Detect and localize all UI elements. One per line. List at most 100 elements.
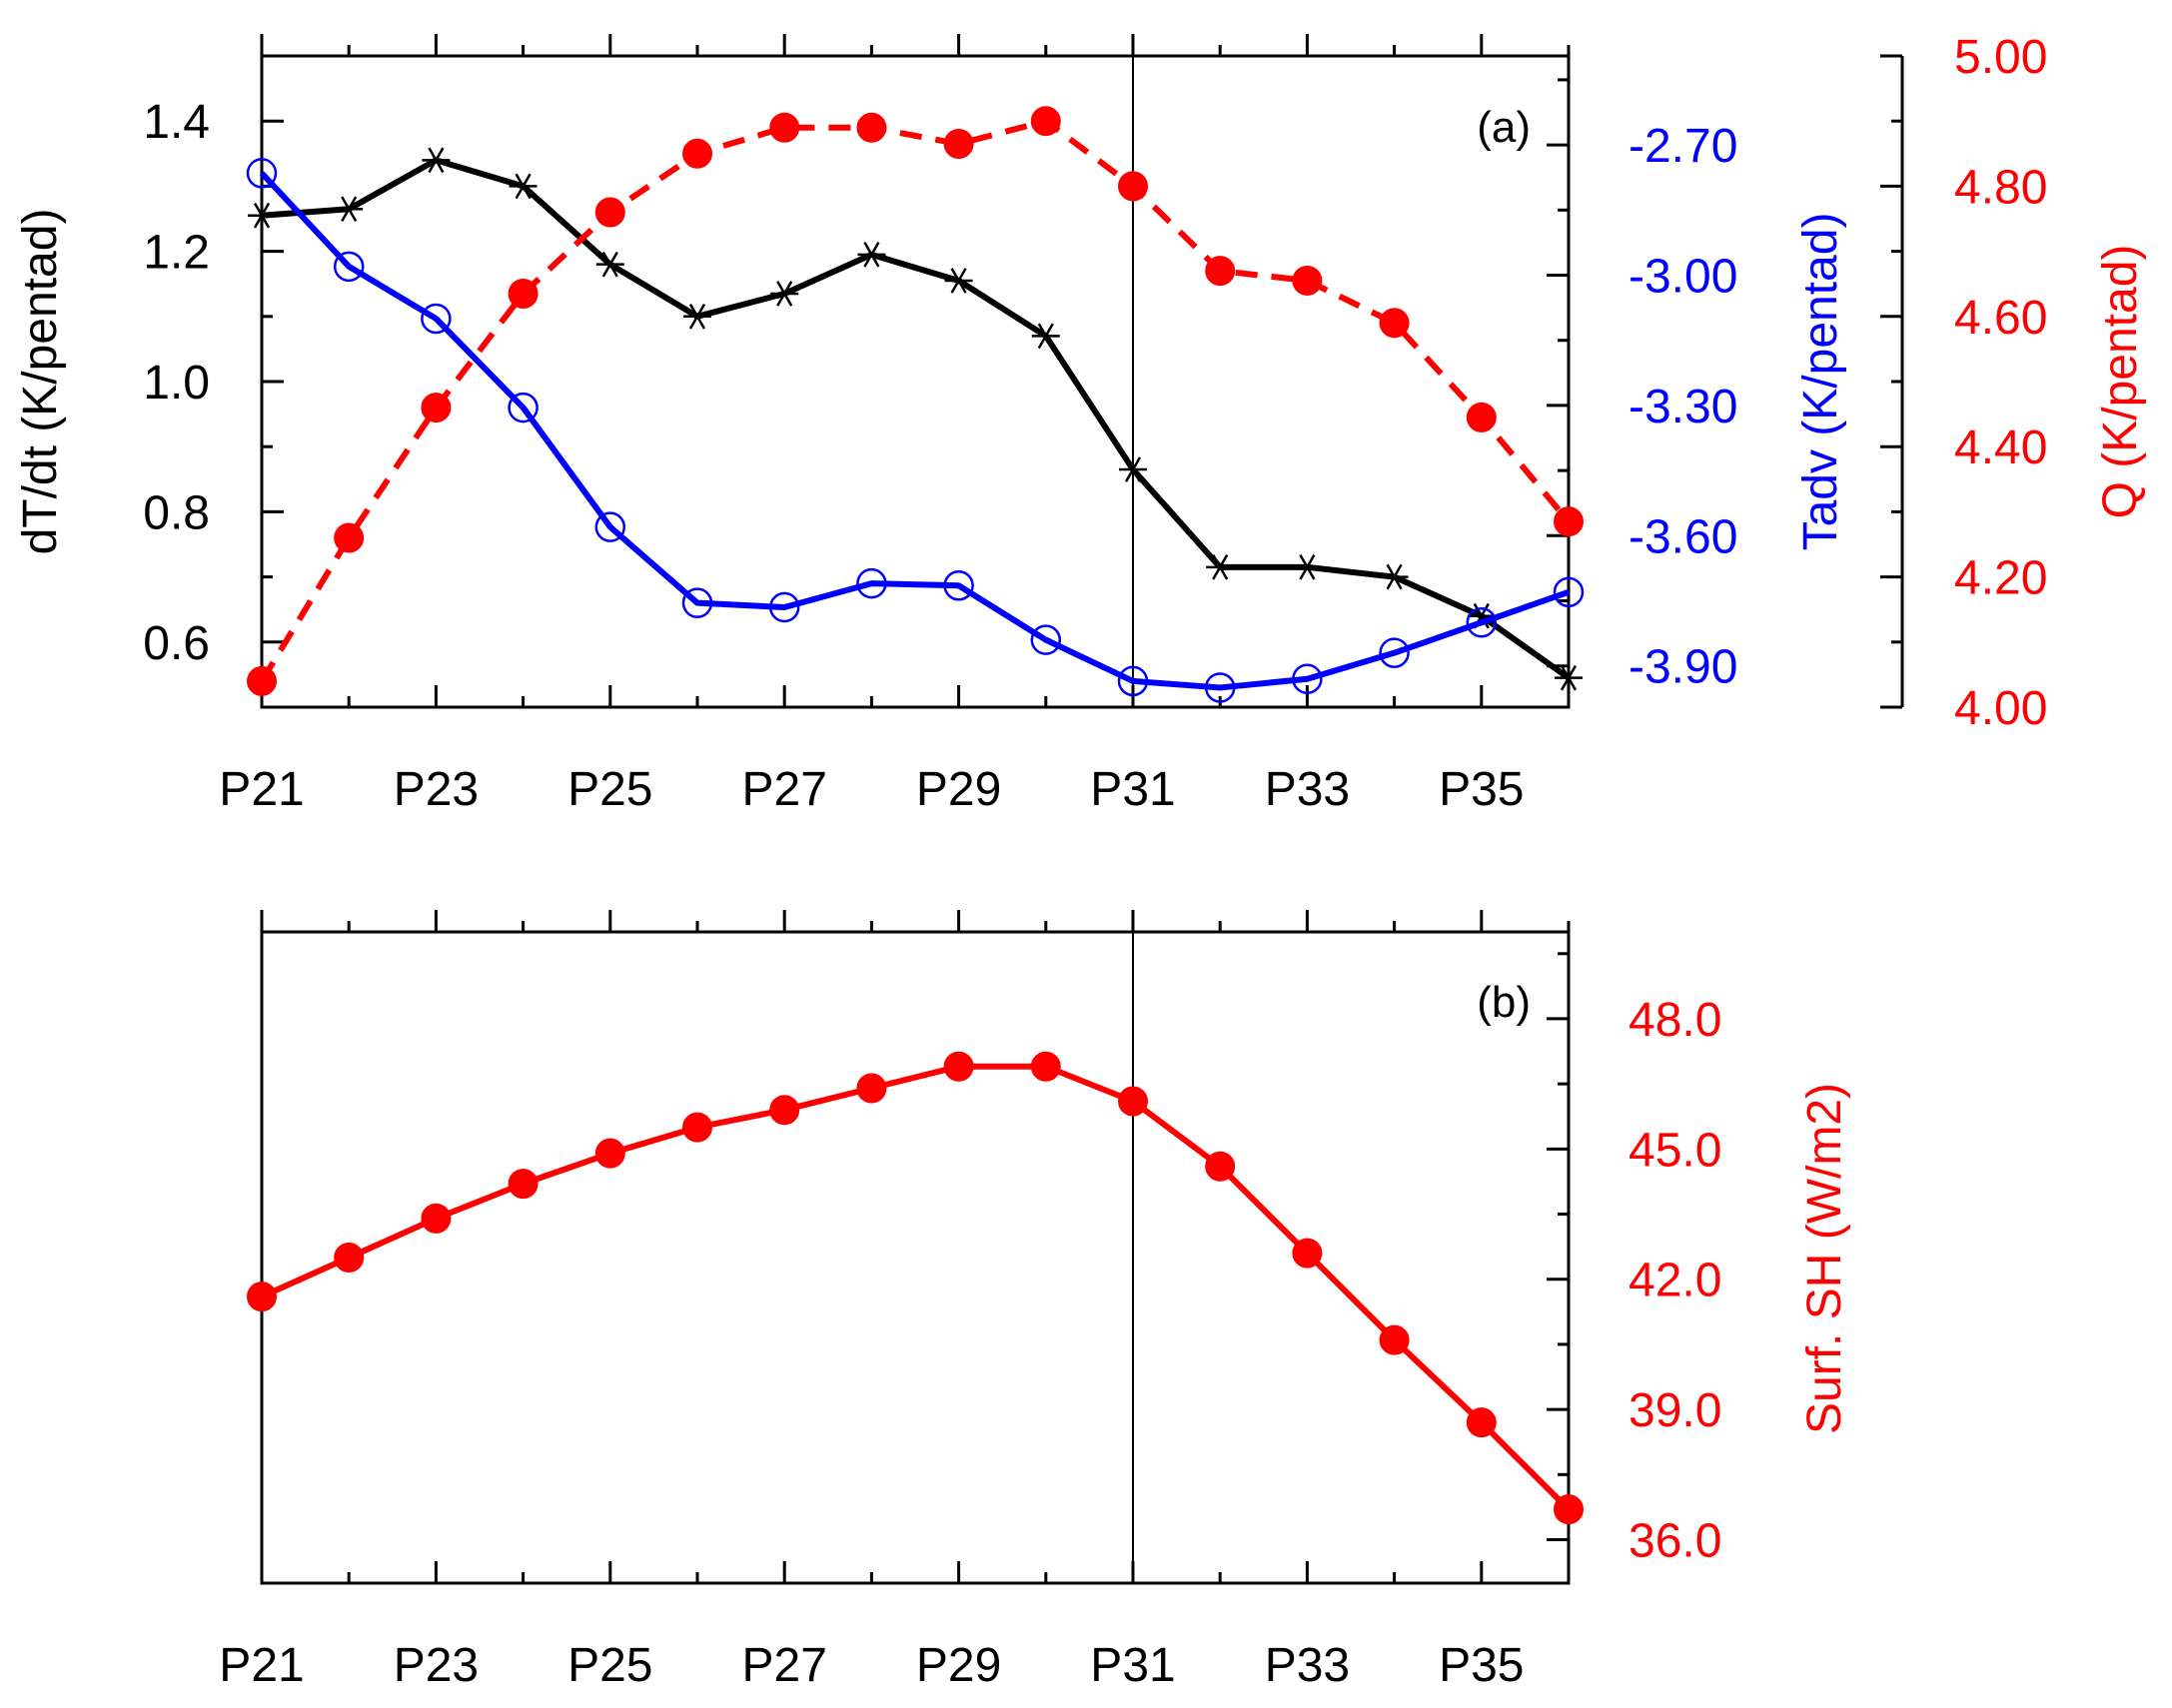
- series-dt-dt-point-p30-stroke-2: [1037, 323, 1054, 350]
- series-dt-dt-point-p32-stroke-2: [1212, 554, 1229, 580]
- series-q-point-p28: [856, 112, 887, 143]
- series-surf-sh-point-p28: [856, 1073, 887, 1104]
- series-q-point-p23: [421, 393, 452, 424]
- panel-a: P21 P23 P25 P27 P29 P31 P33 P35 0.6 0.8 1.0 1.2 1.4 -…: [14, 31, 2147, 816]
- y-tick-label-right-inner-3-30: -3.30: [1629, 381, 1737, 433]
- panel-b-label: (b): [1477, 978, 1531, 1027]
- series-q-point-p27: [769, 112, 800, 143]
- series-q-point-p35: [1466, 402, 1497, 432]
- series-q-point-p26: [682, 138, 712, 169]
- series-dt-dt-point-p34: [1380, 563, 1409, 590]
- series-dt-dt-point-p23: [422, 147, 451, 174]
- series-surf-sh-point-p32: [1205, 1151, 1236, 1182]
- series-q-point-p34: [1379, 308, 1410, 339]
- y-tick-label-right-outer-4-60: 4.60: [1954, 292, 2047, 345]
- series-dt-dt-point-p21-stroke-2: [253, 202, 271, 229]
- series-dt-dt-point-p21: [248, 202, 276, 229]
- y-tick-label-right-45-0: 45.0: [1629, 1124, 1721, 1177]
- series-q-point-p36: [1554, 506, 1584, 537]
- x-tick-label-p29: P29: [916, 1639, 1001, 1692]
- series-surf-sh-point-p35: [1466, 1407, 1497, 1438]
- series-dt-dt-point-p31-stroke-2: [1124, 456, 1142, 482]
- panel-a-series: [246, 106, 1585, 703]
- series-surf-sh-point-p34: [1379, 1324, 1410, 1355]
- panel-b-plot-frame: [260, 930, 1571, 1585]
- series-q-line: [259, 118, 1572, 683]
- series-surf-sh-point-p30: [1030, 1051, 1061, 1082]
- y-tick-label-right-outer-4-40: 4.40: [1954, 422, 2047, 474]
- x-tick-label-p23: P23: [394, 1639, 479, 1692]
- x-tick-label-p33: P33: [1265, 763, 1350, 816]
- y-tick-label-right-36-0: 36.0: [1629, 1515, 1721, 1568]
- series-dt-dt-point-p31: [1119, 456, 1147, 482]
- series-dt-dt-line: [261, 157, 1571, 681]
- series-dt-dt-point-p26-stroke-2: [688, 303, 706, 330]
- panel-a-label: (a): [1477, 103, 1531, 152]
- series-dt-dt-point-p23-stroke-2: [428, 147, 445, 174]
- series-dt-dt-point-p36: [1555, 664, 1583, 691]
- series-dt-dt-point-p28-stroke-2: [863, 242, 880, 268]
- series-tadv-point-p23: [421, 303, 452, 335]
- x-tick-label-p25: P25: [567, 1639, 652, 1692]
- y-tick-label-right-inner-2-70: -2.70: [1629, 120, 1737, 173]
- series-q-point-p30: [1030, 106, 1061, 137]
- series-surf-sh-point-p22: [334, 1243, 365, 1273]
- x-tick-label-p23: P23: [394, 763, 479, 816]
- series-tadv-point-p24: [508, 392, 539, 424]
- y-tick-label-right-42-0: 42.0: [1629, 1255, 1721, 1307]
- x-tick-label-p21: P21: [219, 763, 304, 816]
- series-dt-dt-point-p34-stroke-2: [1386, 563, 1403, 590]
- series-dt-dt-point-p27-stroke-2: [776, 281, 793, 307]
- y-tick-label-right-inner-3-00: -3.00: [1629, 251, 1737, 304]
- series-tadv-point-p31: [1117, 665, 1149, 697]
- series-q-point-p21: [247, 665, 277, 696]
- series-dt-dt-point-p33-stroke-2: [1299, 554, 1316, 580]
- series-surf-sh-line: [260, 1063, 1572, 1512]
- x-tick-label-p29: P29: [916, 763, 1001, 816]
- series-dt-dt-point-p32: [1206, 554, 1235, 580]
- series-tadv-point-p36: [1553, 576, 1585, 608]
- series-dt-dt-point-p28: [857, 242, 886, 268]
- x-tick-label-p21: P21: [219, 1639, 304, 1692]
- series-dt-dt-point-p29: [944, 268, 973, 294]
- y-tick-label-right-outer-5-00: 5.00: [1954, 31, 2047, 84]
- series-surf-sh-point-p29: [943, 1051, 974, 1082]
- series-surf-sh-point-p25: [594, 1138, 625, 1169]
- series-dt-dt-point-p27: [770, 281, 799, 307]
- series-dt-dt-point-p24: [509, 173, 538, 200]
- series-tadv-line: [259, 171, 1570, 691]
- panel-a-ticks: P21 P23 P25 P27 P29 P31 P33 P35 0.6 0.8 1.0 1.2 1.4 -…: [143, 31, 2047, 816]
- x-tick-label-p27: P27: [741, 1639, 826, 1692]
- y-tick-label-left-0-6: 0.6: [143, 617, 210, 670]
- series-tadv-point-p22: [333, 251, 365, 283]
- series-tadv-point-p21: [246, 158, 278, 189]
- x-tick-label-p31: P31: [1090, 1639, 1175, 1692]
- y-tick-label-right-39-0: 39.0: [1629, 1384, 1721, 1437]
- series-surf-sh-point-p27: [769, 1095, 800, 1126]
- series-surf-sh-point-p26: [682, 1112, 712, 1143]
- series-surf-sh-point-p24: [508, 1169, 539, 1200]
- series-surf-sh-point-p36: [1554, 1494, 1584, 1525]
- series-dt-dt-point-p33: [1293, 554, 1322, 580]
- x-tick-label-p31: P31: [1090, 763, 1175, 816]
- series-tadv-point-p35: [1466, 606, 1498, 638]
- series-dt-dt-point-p22-stroke-2: [341, 196, 358, 223]
- x-tick-label-p33: P33: [1265, 1639, 1350, 1692]
- panel-b-right-axis-title: Surf. SH (W/m2): [1798, 1083, 1851, 1434]
- series-tadv-point-p26: [681, 587, 713, 618]
- series-dt-dt-point-p22: [335, 196, 364, 223]
- panel-b: P21 P23 P25 P27 P29 P31 P33 P35 36.0 39.0 42.0 45.0…: [219, 910, 1851, 1692]
- series-dt-dt-point-p36-stroke-2: [1560, 664, 1578, 691]
- series-surf-sh-point-p21: [247, 1281, 277, 1312]
- series-q-point-p31: [1118, 171, 1148, 202]
- y-tick-label-left-1-2: 1.2: [143, 227, 210, 280]
- y-tick-label-right-inner-3-60: -3.60: [1629, 510, 1737, 563]
- series-dt-dt-point-p25-stroke-2: [601, 251, 618, 278]
- series-surf-sh-point-p33: [1292, 1238, 1323, 1269]
- series-tadv-point-p30: [1030, 624, 1062, 655]
- panel-a-left-axis-title: dT/dt (K/pentad): [14, 209, 67, 555]
- y-tick-label-right-outer-4-00: 4.00: [1954, 682, 2047, 735]
- y-tick-label-left-1-0: 1.0: [143, 357, 210, 410]
- series-tadv-point-p28: [856, 567, 887, 599]
- series-q-point-p29: [943, 129, 974, 160]
